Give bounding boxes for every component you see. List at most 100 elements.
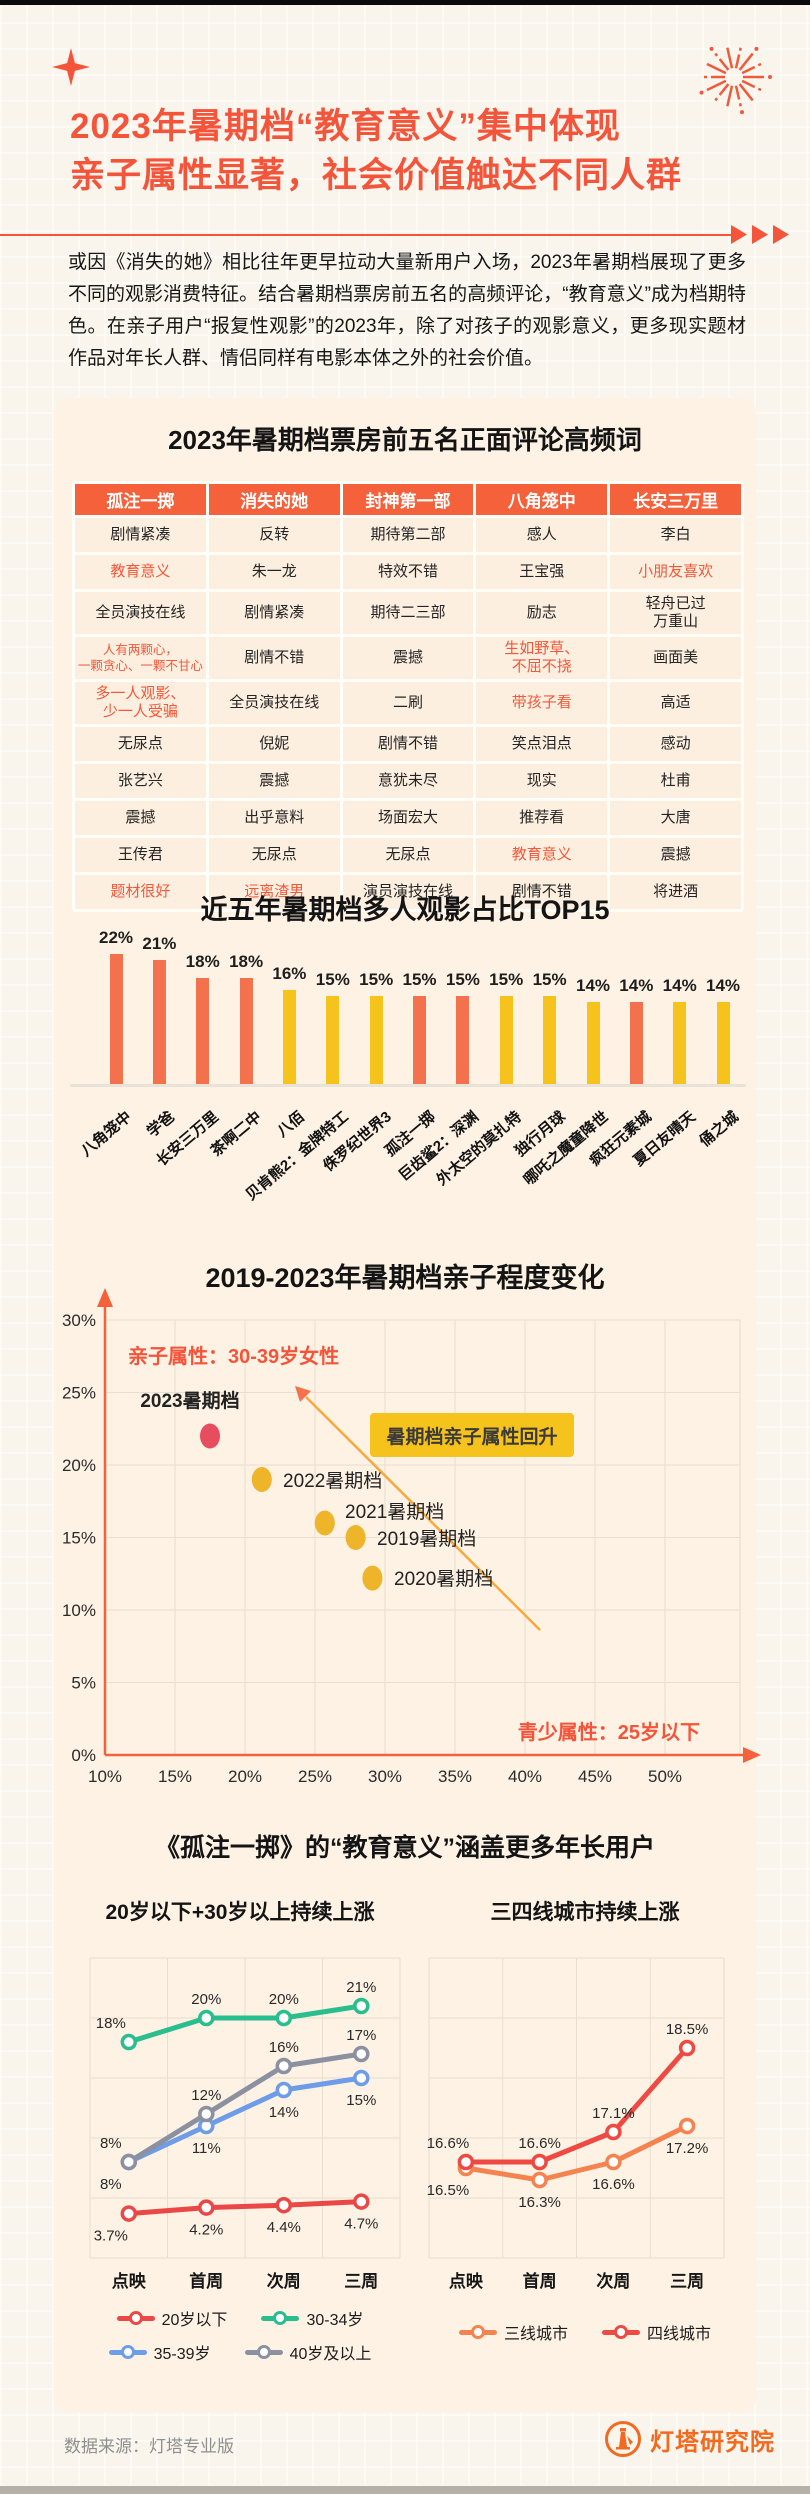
point-label: 2023暑期档: [140, 1389, 239, 1412]
bar-value-label: 15%: [489, 970, 524, 989]
x-category-label: 三周: [344, 2272, 378, 2291]
series-line: [126, 2051, 364, 2165]
point-label: 2021暑期档: [345, 1501, 444, 1523]
table-cell: 无尿点: [75, 727, 206, 761]
series-marker: [353, 2045, 370, 2063]
series-marker: [353, 1997, 370, 2015]
city-line-chart-title: 三四线城市持续上涨: [490, 1901, 680, 1924]
x-category-label: 首周: [523, 2271, 557, 2291]
svg-text:25%: 25%: [62, 1384, 96, 1403]
bar-value-label: 18%: [185, 952, 220, 971]
svg-text:40%: 40%: [508, 1767, 542, 1786]
svg-text:15%: 15%: [158, 1767, 192, 1786]
series-marker: [120, 2205, 138, 2222]
data-source: 数据来源：灯塔专业版: [64, 2437, 234, 2456]
value-label: 4.7%: [344, 2216, 378, 2233]
table-cell: 震撼: [208, 764, 340, 798]
bar: [282, 990, 296, 1086]
table-cell: 全员演技在线: [208, 682, 340, 724]
table-cell: 意犹未尽: [342, 764, 474, 798]
table-cell: 期待二三部: [342, 592, 474, 634]
bar-value-label: 14%: [662, 976, 697, 995]
series-marker: [275, 2081, 293, 2099]
table-cell: 震撼: [75, 801, 206, 835]
bar: [196, 978, 210, 1086]
bar-value-label: 15%: [445, 970, 480, 989]
value-label: 4.4%: [267, 2219, 301, 2236]
legend-label: 20岁以下: [161, 2312, 228, 2329]
table-cell: 剧情不错: [342, 727, 474, 761]
value-label: 8%: [100, 2135, 122, 2152]
svg-text:30%: 30%: [62, 1311, 96, 1330]
series-marker: [531, 2171, 548, 2189]
scatter-point: [200, 1423, 220, 1449]
table-cell: 全员演技在线: [75, 592, 206, 634]
bar: [152, 960, 166, 1086]
brand-name: 灯塔研究院: [650, 2428, 775, 2456]
age-line-chart-legend: 20岁以下 30-34岁 35-39岁 40岁及以上: [60, 2306, 420, 2364]
x-category-label: 点映: [449, 2271, 484, 2291]
bar-chart-title: 近五年暑期档多人观影占比TOP15: [200, 895, 610, 925]
legend-item: 20岁以下: [116, 2306, 228, 2330]
svg-text:10%: 10%: [62, 1601, 96, 1620]
bar: [629, 1002, 643, 1086]
legend-label: 三线城市: [503, 2326, 568, 2343]
value-label: 17.2%: [666, 2140, 709, 2157]
table-cell: 大唐: [610, 801, 741, 835]
series-marker: [353, 2069, 370, 2087]
bar-chart-axis: [70, 1084, 746, 1087]
series-line: [126, 2075, 364, 2165]
value-label: 16.3%: [518, 2194, 561, 2211]
table-cell: 震撼: [610, 838, 741, 872]
svg-text:20%: 20%: [62, 1456, 96, 1475]
bottom-edge-strip: [0, 2486, 810, 2494]
legend-label: 40岁及以上: [289, 2346, 372, 2363]
svg-text:25%: 25%: [298, 1767, 332, 1786]
value-label: 16.6%: [518, 2135, 561, 2152]
table-cell: 将进酒: [610, 875, 741, 909]
svg-text:45%: 45%: [578, 1767, 612, 1786]
bar: [109, 954, 123, 1086]
table-cell: 二刷: [342, 682, 474, 724]
page-title-line1: 2023年暑期档“教育意义”集中体现: [70, 107, 621, 146]
table-cell: 画面美: [610, 637, 741, 679]
series-marker: [531, 2153, 548, 2171]
bar: [673, 1002, 687, 1086]
legend-swatch: [108, 2345, 147, 2359]
table-cell: 题材很好: [75, 875, 206, 909]
value-label: 18%: [96, 2015, 126, 2032]
svg-text:35%: 35%: [438, 1767, 472, 1786]
value-label: 16.5%: [427, 2182, 470, 2199]
bar: [499, 996, 513, 1086]
bar: [716, 1002, 730, 1086]
legend-label: 35-39岁: [153, 2346, 211, 2363]
table-header-cell: 长安三万里: [610, 484, 741, 515]
value-label: 16.6%: [427, 2135, 470, 2152]
table-cell: 震撼: [342, 637, 474, 679]
comment-table-title: 2023年暑期档票房前五名正面评论高频词: [168, 425, 642, 455]
point-label: 2022暑期档: [283, 1470, 382, 1492]
table-cell: 远离渣男: [208, 875, 340, 909]
series-line: [126, 2003, 364, 2045]
top-edge-strip: [0, 0, 810, 5]
series-marker: [275, 2196, 293, 2214]
table-cell: 剧情不错: [208, 637, 340, 679]
page-title-line2: 亲子属性显著，社会价值触达不同人群: [70, 156, 683, 195]
bar: [326, 996, 340, 1086]
table-cell: 李白: [610, 518, 741, 552]
age-line-chart-title: 20岁以下+30岁以上持续上涨: [105, 1901, 375, 1924]
value-label: 4.2%: [189, 2222, 223, 2239]
x-category-label: 点映: [112, 2271, 147, 2291]
legend-item: 35-39岁: [108, 2340, 211, 2364]
scatter-point: [314, 1510, 335, 1536]
table-cell: 剧情紧凑: [208, 592, 340, 634]
series-marker: [605, 2153, 622, 2171]
header-divider: [0, 234, 731, 236]
legend-item: 三线城市: [458, 2320, 568, 2344]
legend-swatch: [244, 2345, 283, 2359]
series-marker: [198, 2199, 215, 2216]
table-cell: 倪妮: [208, 727, 340, 761]
table-cell: 无尿点: [208, 838, 340, 872]
bar-value-label: 15%: [402, 970, 437, 989]
